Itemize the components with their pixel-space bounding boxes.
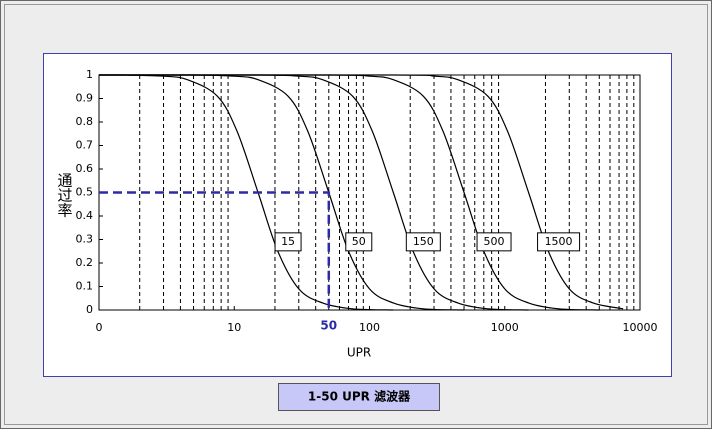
x-tick-label: 10 bbox=[227, 321, 241, 334]
y-tick-label: 0.3 bbox=[76, 233, 94, 246]
curve-label-box bbox=[345, 232, 373, 252]
curve-label-box bbox=[405, 232, 441, 252]
x-tick-label: 10000 bbox=[623, 321, 658, 334]
curve bbox=[98, 74, 624, 310]
y-tick-label: 0.6 bbox=[76, 162, 94, 175]
curve-label: 50 bbox=[352, 235, 366, 248]
curve-label-box bbox=[476, 232, 512, 252]
x-tick-label: 1000 bbox=[491, 321, 519, 334]
plot-panel bbox=[43, 53, 672, 377]
curve bbox=[98, 74, 394, 311]
y-tick-label: 0 bbox=[86, 303, 93, 316]
y-tick-label: 0.1 bbox=[76, 280, 94, 293]
curve-label-box bbox=[274, 232, 302, 252]
y-tick-label: 1 bbox=[86, 68, 93, 81]
y-tick-label: 0.2 bbox=[76, 256, 94, 269]
y-tick-label: 0.4 bbox=[76, 209, 94, 222]
y-tick-label: 0.8 bbox=[76, 115, 94, 128]
x-tick-label: 0 bbox=[96, 321, 103, 334]
curve-label: 15 bbox=[281, 235, 295, 248]
y-tick-label: 0.9 bbox=[76, 92, 94, 105]
curve bbox=[98, 74, 465, 311]
curve-label: 1500 bbox=[545, 235, 573, 248]
x-axis-label: UPR bbox=[347, 346, 371, 360]
y-axis-label: 通过率 bbox=[56, 173, 74, 218]
marker-label: 50 bbox=[320, 319, 337, 333]
curve-label-box bbox=[537, 232, 581, 252]
y-tick-label: 0.7 bbox=[76, 139, 94, 152]
caption: 1-50 UPR 滤波器 bbox=[308, 389, 411, 404]
curve-label: 500 bbox=[484, 235, 505, 248]
x-tick-label: 100 bbox=[359, 321, 380, 334]
caption-box bbox=[278, 383, 440, 411]
curve-label: 150 bbox=[413, 235, 434, 248]
y-tick-label: 0.5 bbox=[76, 186, 94, 199]
marker-line bbox=[99, 191, 331, 310]
